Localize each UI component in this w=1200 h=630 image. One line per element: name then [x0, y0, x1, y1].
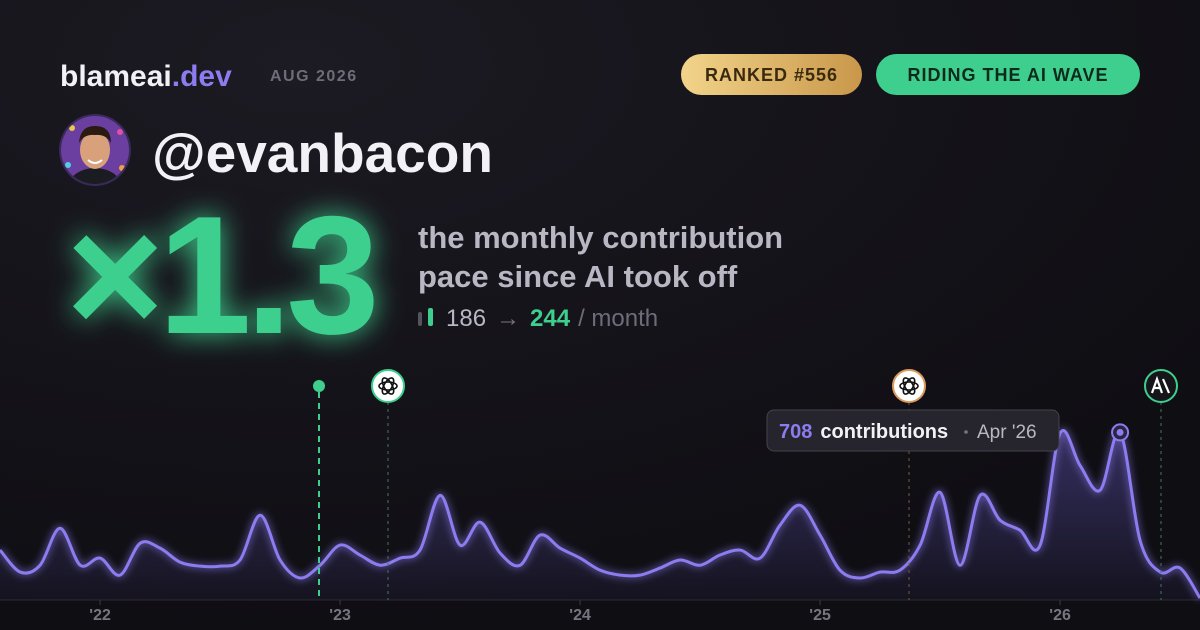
- pace-icon: [418, 308, 433, 326]
- anthropic-icon: [1144, 369, 1178, 403]
- pace: 186 → 244 / month: [446, 305, 658, 332]
- headline-line: pace since AI took off: [418, 259, 738, 294]
- openai-icon: [892, 369, 926, 403]
- x-tick-label: '24: [569, 607, 591, 624]
- event-dot: [313, 380, 325, 392]
- tooltip: 708 contributions Apr '26: [766, 409, 1060, 452]
- rank-badge-text: RANKED #556: [705, 65, 838, 85]
- openai-icon: [371, 369, 405, 403]
- pace-after: 244: [530, 305, 571, 332]
- tooltip-text: 708 contributions: [779, 421, 948, 443]
- chart: [0, 423, 1200, 605]
- wave-badge-text: RIDING THE AI WAVE: [907, 65, 1108, 85]
- highlight-core: [1116, 428, 1124, 436]
- brand-name: blameai: [60, 60, 172, 93]
- pace-before: 186: [446, 305, 486, 332]
- avatar: [59, 114, 131, 186]
- handle: @evanbacon: [152, 122, 493, 184]
- multiplier: ×1.3: [66, 181, 374, 369]
- brand-tld: .dev: [172, 60, 232, 93]
- rank-badge: [681, 54, 862, 95]
- tooltip-separator: [964, 430, 968, 434]
- area: [0, 430, 1200, 600]
- line: [0, 429, 1200, 599]
- event-markers: [313, 369, 1178, 600]
- pace-unit: / month: [578, 305, 658, 332]
- x-tick-label: '26: [1049, 607, 1071, 624]
- tooltip-box: [766, 409, 1060, 452]
- headline-line: the monthly contribution: [418, 220, 783, 255]
- wave-badge: [876, 54, 1140, 95]
- x-tick-label: '23: [329, 607, 351, 624]
- x-tick-label: '22: [89, 607, 111, 624]
- tooltip-date: Apr '26: [977, 422, 1037, 443]
- tooltip-value: 708: [779, 421, 812, 443]
- x-tick-label: '25: [809, 607, 831, 624]
- pace-arrow: →: [496, 305, 520, 332]
- date: AUG 2026: [270, 68, 358, 85]
- tooltip-unit: contributions: [820, 421, 948, 443]
- brand: blameai.dev: [60, 60, 232, 93]
